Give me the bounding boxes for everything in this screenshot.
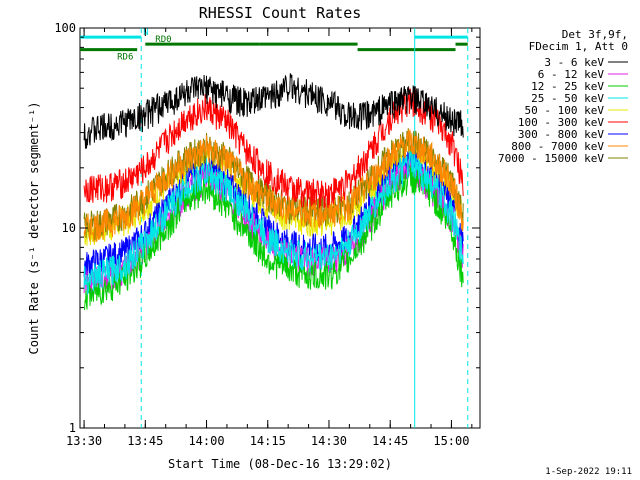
x-tick-label: 13:45 xyxy=(127,434,163,448)
chart-title: RHESSI Count Rates xyxy=(199,4,362,22)
y-tick-label: 1 xyxy=(69,421,76,435)
legend-entry-label: 300 - 800 keV xyxy=(518,128,604,141)
x-axis-label: Start Time (08-Dec-16 13:29:02) xyxy=(168,457,392,471)
series-lines xyxy=(83,73,464,311)
legend-entry-label: 6 - 12 keV xyxy=(538,68,605,81)
x-tick-label: 14:15 xyxy=(250,434,286,448)
legend-header: Det 3f,9f, xyxy=(562,28,628,41)
series-line-3 xyxy=(83,150,464,295)
legend-entry-label: 100 - 300 keV xyxy=(518,116,604,129)
y-axis-label: Count Rate (s⁻¹ detector segment⁻¹) xyxy=(27,102,41,355)
legend-entry-label: 25 - 50 keV xyxy=(531,92,604,105)
legend-entry-label: 12 - 25 keV xyxy=(531,80,604,93)
marker-label: RD6 xyxy=(117,53,133,63)
x-tick-label: 15:00 xyxy=(433,434,469,448)
footer-timestamp: 1-Sep-2022 19:11 xyxy=(545,467,632,477)
y-tick-label: 10 xyxy=(62,221,76,235)
legend-entry-label: 3 - 6 keV xyxy=(544,56,604,69)
x-tick-label: 14:30 xyxy=(311,434,347,448)
y-axis-ticks: 1 10 100 xyxy=(54,21,480,435)
marker-label: RD0 xyxy=(155,35,171,45)
marker-label: N xyxy=(143,28,148,38)
x-tick-label: 13:30 xyxy=(66,434,102,448)
y-tick-label: 100 xyxy=(54,21,76,35)
legend-entry-label: 800 - 7000 keV xyxy=(511,140,604,153)
legend-entry-label: 7000 - 15000 keV xyxy=(498,152,604,165)
x-axis-ticks: 13:30 13:45 14:00 14:15 14:30 14:45 15:00 xyxy=(66,28,473,448)
segment-markers: N RD0 RD6 xyxy=(80,28,468,63)
legend-header: FDecim 1, Att 0 xyxy=(529,40,628,53)
x-tick-label: 14:45 xyxy=(372,434,408,448)
series-line-0 xyxy=(83,73,464,149)
x-tick-label: 14:00 xyxy=(188,434,224,448)
legend-entry-label: 50 - 100 keV xyxy=(525,104,605,117)
series-line-7 xyxy=(83,129,464,243)
